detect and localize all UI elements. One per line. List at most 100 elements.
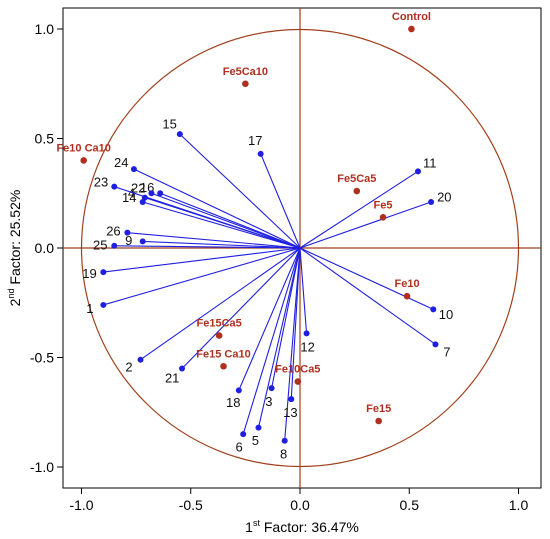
- vector-label: 12: [300, 339, 314, 354]
- vector-line: [140, 247, 301, 361]
- vector-point: [148, 190, 155, 197]
- vector-line: [142, 201, 301, 249]
- vector-label: 6: [235, 440, 242, 455]
- vector-line: [284, 247, 301, 441]
- vector-line: [114, 186, 301, 249]
- vector-label: 9: [125, 233, 132, 248]
- treatment-label: Fe5: [374, 199, 393, 211]
- vector-line: [127, 232, 301, 249]
- vector-label: 11: [423, 156, 437, 171]
- vector-point: [157, 190, 164, 197]
- vector-line: [299, 247, 436, 345]
- x-axis-ticks: -1.0 -0.5 0.0 0.5 1.0: [69, 488, 528, 513]
- vector-point: [176, 131, 183, 138]
- vector-label: 20: [437, 189, 451, 204]
- treatment-label: Fe10Ca5: [275, 364, 320, 376]
- vector-point: [432, 341, 439, 348]
- vector-point: [179, 365, 186, 372]
- vector-line: [151, 192, 301, 249]
- vector-line: [260, 153, 301, 249]
- vector-point: [111, 242, 118, 249]
- vector-line: [114, 245, 301, 249]
- vector-point: [137, 356, 144, 363]
- treatment-point: [80, 157, 87, 164]
- y-tick-label: -1.0: [30, 459, 54, 475]
- vector-label: 19: [82, 266, 96, 281]
- y-axis-ticks: 1.0 0.5 0.0 -0.5 -1.0: [30, 21, 63, 475]
- vector-label: 13: [283, 405, 297, 420]
- vector-point: [111, 183, 118, 190]
- vector-point: [268, 385, 275, 392]
- treatment-label: Fe15: [366, 403, 391, 415]
- treatment-point: [408, 25, 415, 33]
- vector-label: 22: [131, 180, 145, 195]
- x-tick-label: -1.0: [69, 497, 93, 513]
- treatment-point: [403, 292, 411, 300]
- vector-point: [139, 238, 146, 245]
- vector-point: [257, 150, 264, 157]
- vector-point: [303, 330, 310, 337]
- vector-label: 14: [122, 190, 136, 205]
- vector-label: 5: [252, 433, 259, 448]
- vector-label: 2: [125, 360, 132, 375]
- vector-label: 17: [248, 133, 262, 148]
- treatment-point: [353, 187, 361, 195]
- treatment-point: [242, 80, 249, 88]
- x-tick-label: 1.0: [509, 497, 529, 513]
- vector-line: [257, 247, 301, 428]
- vector-line: [142, 240, 301, 249]
- vector-label: 21: [165, 370, 179, 385]
- vector-point: [430, 306, 437, 313]
- treatment-points: Control Fe5Ca10 Fe10 Ca10 Fe5Ca5 Fe5 Fe10 Fe15…: [56, 11, 431, 425]
- vector-line: [242, 247, 301, 435]
- vector-label: 1: [86, 301, 93, 316]
- x-tick-label: 0.0: [290, 497, 310, 513]
- vector-line: [103, 247, 301, 273]
- treatment-point: [215, 332, 223, 339]
- treatment-label: Fe10: [395, 278, 420, 290]
- vector-label: 8: [280, 447, 287, 462]
- x-tick-label: 0.5: [400, 497, 420, 513]
- vector-point: [124, 229, 131, 236]
- vector-label: 23: [94, 174, 108, 189]
- treatment-point: [379, 214, 387, 221]
- vector-line: [290, 247, 301, 400]
- vector-line: [299, 247, 434, 310]
- treatment-point: [294, 378, 302, 385]
- vector-point: [255, 424, 262, 431]
- y-tick-label: 0.0: [35, 240, 55, 256]
- vector-label: 18: [226, 395, 240, 410]
- vector-label: 26: [106, 223, 120, 238]
- vector-line: [271, 247, 301, 389]
- x-tick-label: -0.5: [179, 497, 203, 513]
- x-axis-label: 1st Factor: 36.47%: [245, 518, 359, 535]
- vector-line: [179, 133, 301, 249]
- y-axis-label: 2nd Factor: 25.52%: [6, 190, 23, 307]
- vector-label: 7: [443, 344, 450, 359]
- vector-point: [235, 387, 242, 394]
- vector-point: [428, 199, 435, 206]
- vector-point: [288, 396, 295, 403]
- vector-line: [238, 247, 301, 391]
- treatment-point: [220, 362, 227, 370]
- y-tick-label: -0.5: [30, 350, 54, 366]
- vector-line: [133, 168, 301, 249]
- vector-point: [100, 269, 107, 276]
- vector-point: [100, 301, 107, 308]
- treatment-label: Fe5Ca10: [223, 66, 268, 78]
- treatment-point: [375, 417, 382, 425]
- vector-label: 25: [93, 238, 107, 253]
- y-tick-label: 1.0: [35, 21, 55, 37]
- treatment-label: Fe5Ca5: [337, 173, 376, 185]
- vector-point: [130, 166, 137, 173]
- vector-label: 3: [265, 394, 272, 409]
- vector-point: [139, 199, 146, 206]
- vector-line: [299, 170, 419, 249]
- treatment-label: Fe15Ca5: [197, 318, 242, 330]
- vector-label: 10: [439, 307, 453, 322]
- vector-line: [181, 247, 301, 369]
- treatment-label: Fe10 Ca10: [56, 142, 110, 154]
- vector-point: [281, 437, 288, 444]
- vector-point: [240, 431, 247, 438]
